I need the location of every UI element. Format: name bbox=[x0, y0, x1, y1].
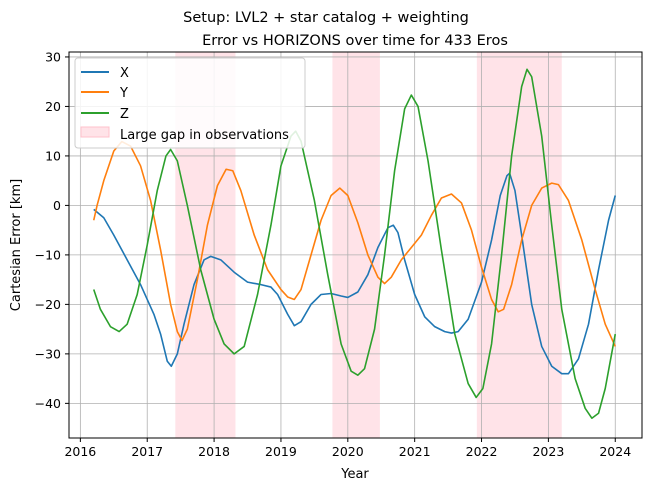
series-line-z bbox=[92, 68, 617, 420]
legend-swatch-gap bbox=[80, 126, 110, 138]
y-tick-label-0: 0 bbox=[53, 198, 61, 213]
gap-band-2 bbox=[332, 52, 380, 438]
y-tick-label-30: 30 bbox=[45, 49, 61, 64]
x-tick-label-2017: 2017 bbox=[131, 444, 163, 459]
x-tick-label-2016: 2016 bbox=[64, 444, 96, 459]
x-tick-label-2022: 2022 bbox=[466, 444, 498, 459]
series-layer bbox=[92, 68, 617, 420]
series-line-x bbox=[93, 172, 617, 375]
x-tick-label-2021: 2021 bbox=[399, 444, 431, 459]
x-tick-label-2019: 2019 bbox=[265, 444, 297, 459]
series-line-y bbox=[92, 140, 616, 347]
y-tick-label-10: 10 bbox=[45, 148, 61, 163]
legend-label-x: X bbox=[120, 66, 129, 81]
legend-label-gap: Large gap in observations bbox=[120, 128, 289, 143]
legend-box bbox=[74, 57, 306, 149]
legend-label-y: Y bbox=[119, 86, 128, 101]
y-axis-label: Cartesian Error [km] bbox=[9, 179, 24, 311]
y-tick-label-20: 20 bbox=[45, 99, 61, 114]
x-tick-label-2020: 2020 bbox=[332, 444, 364, 459]
x-tick-label-2018: 2018 bbox=[198, 444, 230, 459]
y-axis-ticks: −40 −30 −20 −10 0 10 20 30 bbox=[35, 49, 69, 411]
figure-suptitle: Setup: LVL2 + star catalog + weighting bbox=[183, 10, 469, 26]
x-axis-ticks: 2016 2017 2018 2019 2020 2021 2022 2023 2024 bbox=[64, 438, 631, 459]
y-tick-label-20: −20 bbox=[35, 297, 61, 312]
chart-title: Error vs HORIZONS over time for 433 Eros bbox=[202, 33, 508, 49]
legend: X Y Z Large gap in observations bbox=[74, 57, 306, 149]
y-tick-label-10: −10 bbox=[35, 247, 61, 262]
y-tick-label-40: −40 bbox=[35, 396, 61, 411]
x-axis-label: Year bbox=[340, 467, 369, 482]
x-tick-label-2023: 2023 bbox=[532, 444, 564, 459]
legend-label-z: Z bbox=[120, 107, 129, 122]
x-tick-label-2024: 2024 bbox=[599, 444, 631, 459]
plot-frame bbox=[68, 51, 643, 439]
y-tick-label-30: −30 bbox=[35, 346, 61, 361]
